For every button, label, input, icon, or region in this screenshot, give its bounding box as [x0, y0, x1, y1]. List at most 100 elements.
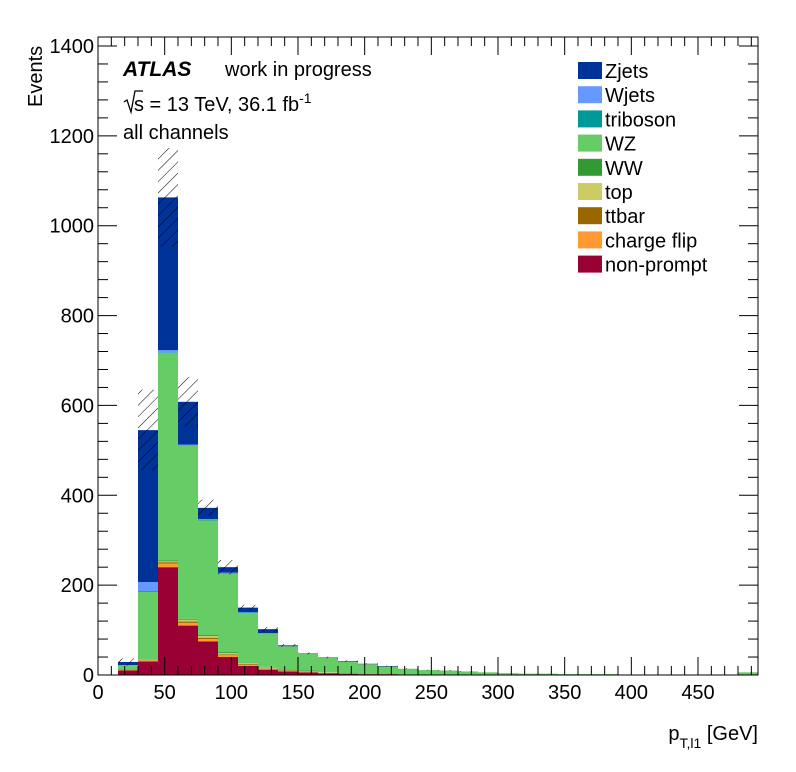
bar-top-bin-6: [238, 662, 258, 664]
legend-label-triboson: triboson: [605, 109, 676, 131]
bar-charge-flip-bin-2: [158, 563, 178, 568]
plot-frame: [97, 36, 759, 676]
bar-charge-flip-bin-6: [238, 664, 258, 667]
uncertainty-bin-5: [218, 559, 238, 575]
energy-lumi-text: = 13 TeV, 36.1 fb: [144, 94, 299, 116]
bar-ttbar-bin-3: [178, 621, 198, 623]
bar-WZ-bin-20: [518, 673, 538, 675]
x-tick-label: 350: [548, 682, 581, 704]
legend-label-Wjets: Wjets: [605, 85, 655, 107]
uncertainty-bin-8: [278, 644, 298, 647]
bar-WW-bin-2: [158, 560, 178, 562]
bar-Wjets-bin-4: [198, 519, 218, 520]
bar-Wjets-bin-3: [178, 444, 198, 446]
bar-non-prompt-bin-0: [118, 670, 138, 675]
status-label: work in progress: [224, 59, 372, 81]
axes: 0 50 100 150 200 250 300 350 400 450 0 200 400 600 800…: [50, 36, 758, 704]
energy-lumi-label: s = 13 TeV, 36.1 fb-1: [134, 90, 312, 116]
legend-label-Zjets: Zjets: [605, 61, 648, 83]
bar-WZ-bin-9: [298, 653, 318, 671]
x-tick-label: 450: [681, 682, 714, 704]
y-tick-label: 200: [61, 575, 94, 597]
uncertainty-bin-3: [178, 377, 198, 427]
legend-label-WZ: WZ: [605, 134, 636, 156]
bar-charge-flip-bin-1: [138, 660, 158, 662]
sqrt-symbol: [123, 90, 143, 115]
bar-WZ-bin-2: [158, 352, 178, 561]
y-tick-label: 400: [61, 485, 94, 507]
bar-triboson-bin-1: [138, 590, 158, 592]
x-tick-label: 300: [481, 682, 514, 704]
x-tick-label: 150: [281, 682, 314, 704]
legend-label-top: top: [605, 182, 633, 204]
bar-WZ-bin-14: [398, 668, 418, 675]
bar-non-prompt-bin-11: [338, 673, 358, 675]
legend-swatch-Wjets: [578, 86, 602, 104]
x-axis-label-unit: [GeV]: [701, 723, 758, 745]
bar-WZ-bin-4: [198, 520, 218, 636]
x-tick-label: 50: [154, 682, 176, 704]
bar-WZ-bin-0: [118, 665, 138, 670]
bar-WZ-bin-13: [378, 666, 398, 675]
bar-WZ-bin-12: [358, 664, 378, 675]
y-tick-label: 600: [61, 395, 94, 417]
bar-non-prompt-bin-4: [198, 641, 218, 675]
legend-swatch-triboson: [578, 110, 602, 128]
bar-non-prompt-bin-3: [178, 625, 198, 675]
lumi-exponent: -1: [299, 90, 312, 106]
legend-swatch-non-prompt: [578, 255, 602, 273]
bar-top-bin-2: [158, 561, 178, 563]
bar-WW-bin-5: [218, 652, 238, 653]
legend-label-ttbar: ttbar: [605, 206, 645, 228]
bar-WZ-bin-11: [338, 661, 358, 674]
bar-ttbar-bin-6: [238, 663, 258, 665]
bar-WZ-bin-16: [438, 670, 458, 675]
bar-non-prompt-bin-8: [278, 671, 298, 675]
selection-label: all channels: [123, 122, 229, 144]
bar-non-prompt-bin-6: [238, 666, 258, 675]
uncertainty-bin-10: [318, 656, 338, 659]
y-tick-label: 1200: [50, 126, 95, 148]
uncertainty-bin-12: [358, 663, 378, 665]
y-tick-label: 0: [83, 665, 94, 687]
uncertainty-bin-6: [238, 604, 258, 611]
bar-non-prompt-bin-9: [298, 672, 318, 675]
sqrt-s-text: s: [134, 94, 144, 116]
bar-WZ-bin-18: [478, 672, 498, 675]
x-tick-label: 400: [615, 682, 648, 704]
x-axis-label: pT,l1 [GeV]: [668, 723, 758, 751]
x-tick-label: 100: [215, 682, 248, 704]
y-axis-label: Events: [25, 46, 47, 107]
uncertainty-bin-7: [258, 626, 278, 632]
bar-WZ-bin-6: [238, 613, 258, 663]
bar-WZ-bin-1: [138, 591, 158, 660]
legend-swatch-WW: [578, 158, 602, 176]
uncertainty-bin-15: [418, 669, 438, 671]
bar-ttbar-bin-2: [158, 562, 178, 564]
uncertainty-bin-13: [378, 665, 398, 667]
bar-WZ-bin-31: [738, 672, 758, 675]
bar-non-prompt-bin-5: [218, 657, 238, 675]
bar-non-prompt-bin-1: [138, 661, 158, 675]
uncertainty-bin-17: [458, 670, 478, 672]
x-tick-label: 250: [415, 682, 448, 704]
legend-swatch-WZ: [578, 134, 602, 152]
bar-WZ-bin-19: [498, 673, 518, 675]
uncertainty-bin-16: [438, 670, 458, 671]
legend-swatch-ttbar: [578, 207, 602, 225]
bar-WZ-bin-10: [318, 657, 338, 673]
atlas-label: ATLAS: [122, 58, 191, 81]
legend-label-WW: WW: [605, 158, 643, 180]
legend-swatch-Zjets: [578, 62, 602, 79]
bar-Wjets-bin-1: [138, 582, 158, 591]
uncertainty-bin-14: [398, 668, 418, 670]
uncertainty-bin-9: [298, 652, 318, 655]
uncertainty-bin-4: [198, 499, 218, 516]
y-tick-label: 1000: [50, 216, 95, 238]
bar-charge-flip-bin-3: [178, 622, 198, 626]
legend-label-charge-flip: charge flip: [605, 230, 697, 252]
bar-WZ-bin-7: [258, 633, 278, 667]
bar-charge-flip-bin-7: [258, 668, 278, 670]
bar-Wjets-bin-2: [158, 350, 178, 353]
